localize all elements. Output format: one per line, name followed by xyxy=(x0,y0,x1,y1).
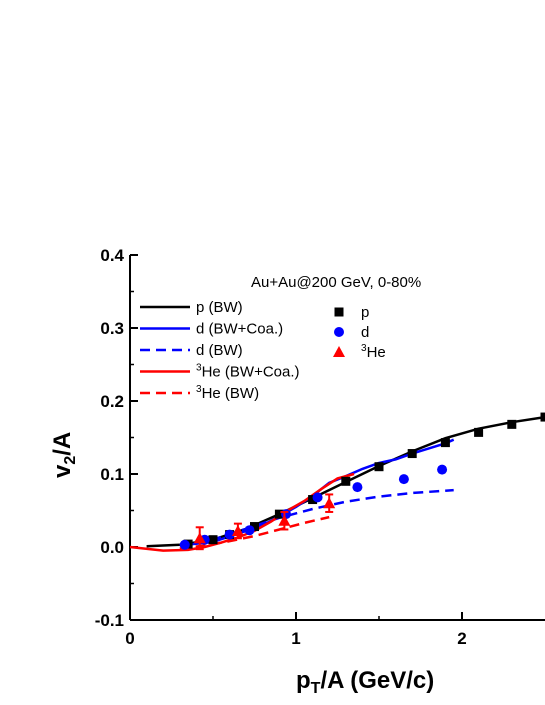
data-point-3he xyxy=(193,532,206,544)
data-point-d xyxy=(352,482,363,493)
y-axis-title: v2/A xyxy=(49,432,79,478)
x-tick-label: 2 xyxy=(457,629,466,648)
data-point-d xyxy=(398,474,409,485)
y-tick-label: 0.1 xyxy=(100,465,124,484)
legend-marker xyxy=(333,346,345,357)
data-point-p xyxy=(308,495,318,505)
legend-marker xyxy=(334,307,344,317)
plot-area xyxy=(129,412,545,552)
x-tick-label: 1 xyxy=(291,629,300,648)
legend-label: 3He (BW+Coa.) xyxy=(196,363,300,381)
legend-marker xyxy=(334,327,344,337)
legend-label: p xyxy=(361,304,369,321)
y-tick-label: 0.0 xyxy=(100,538,124,557)
data-point-3he xyxy=(323,497,336,509)
data-point-d xyxy=(281,509,292,520)
y-tick-label: 0.2 xyxy=(100,392,124,411)
data-point-d xyxy=(437,464,448,475)
data-point-3he xyxy=(231,524,244,536)
x-tick-label: 0 xyxy=(125,629,134,648)
legend-label: 3He xyxy=(361,343,386,361)
x-axis-title: pT/A (GeV/c) xyxy=(296,667,434,697)
y-tick-label: 0.4 xyxy=(100,246,124,265)
data-point-p xyxy=(440,438,450,448)
legend-label: d xyxy=(361,324,369,341)
legend-label: p (BW) xyxy=(196,299,243,316)
data-point-p xyxy=(540,412,545,422)
data-point-p xyxy=(374,462,384,472)
data-point-d xyxy=(179,539,190,550)
y-tick-label: 0.3 xyxy=(100,319,124,338)
data-point-p xyxy=(341,476,351,486)
data-point-3he xyxy=(278,514,291,526)
data-point-p xyxy=(274,509,284,519)
legend-label: d (BW+Coa.) xyxy=(196,321,283,338)
data-point-p xyxy=(250,522,259,532)
legend-label: 3He (BW) xyxy=(196,384,259,402)
chart-annotation: Au+Au@200 GeV, 0-80% xyxy=(251,274,421,291)
data-point-p xyxy=(208,535,218,545)
data-point-p xyxy=(507,419,517,429)
series-line-d-bw xyxy=(179,488,454,547)
legend: p (BW) d (BW+Coa.) d (BW) 3He (BW+Coa.) 3He … xyxy=(140,299,386,402)
y-tick-label: -0.1 xyxy=(95,611,124,630)
legend-label: d (BW) xyxy=(196,342,243,359)
data-point-d xyxy=(244,525,255,536)
data-point-d xyxy=(312,492,323,503)
data-point-p xyxy=(407,449,417,459)
axes: -0.1 0.0 0.1 0.2 0.3 0.4 0 1 2 xyxy=(95,246,545,648)
data-point-p xyxy=(474,427,484,437)
data-point-d xyxy=(224,529,235,540)
series-line-3he-bw xyxy=(179,515,330,550)
series-line-3he-bw-coa xyxy=(129,472,355,552)
